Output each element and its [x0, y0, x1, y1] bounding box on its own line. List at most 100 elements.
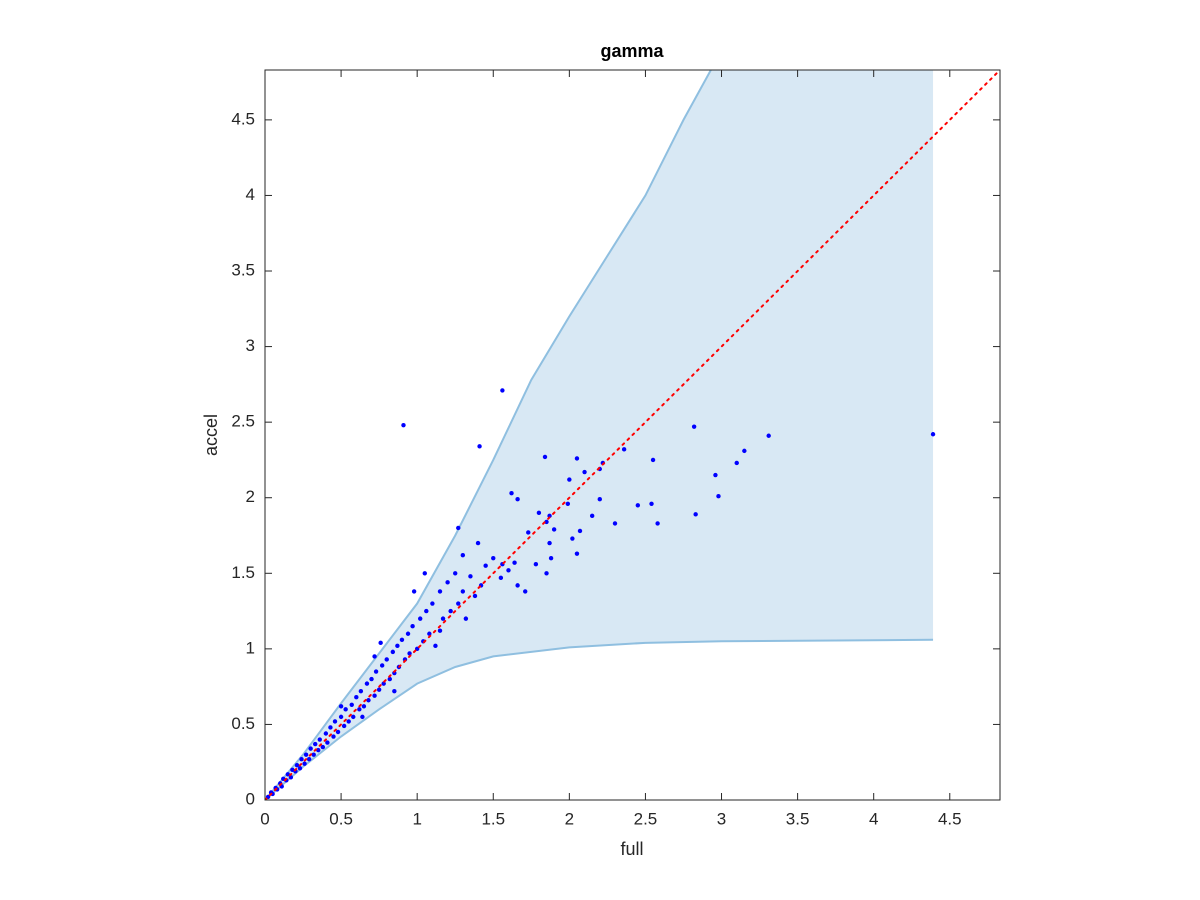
point	[734, 460, 739, 466]
point	[440, 616, 446, 621]
lower-bound-line	[265, 638, 934, 800]
y-tick-label: 3	[246, 336, 255, 355]
axes-box	[264, 69, 1001, 801]
point	[387, 676, 392, 682]
point	[472, 593, 478, 599]
point	[299, 756, 304, 762]
point	[338, 714, 344, 720]
y-tick-label: 0.5	[231, 714, 255, 733]
point	[328, 725, 333, 730]
point	[766, 433, 771, 438]
point	[410, 623, 415, 629]
point	[379, 663, 385, 668]
point	[582, 469, 587, 475]
point	[650, 457, 656, 463]
point	[316, 747, 321, 753]
point	[354, 695, 359, 700]
point	[448, 608, 453, 614]
x-tick-label: 2.5	[634, 809, 658, 828]
point	[323, 731, 329, 736]
point	[693, 512, 698, 517]
point	[589, 513, 595, 519]
point	[433, 643, 438, 649]
x-tick-label: 3.5	[786, 809, 810, 828]
point	[515, 583, 520, 588]
point	[407, 651, 412, 656]
point	[335, 729, 341, 735]
point	[313, 741, 318, 747]
point	[621, 447, 627, 452]
x-tick-label: 0	[260, 809, 269, 828]
x-axis-label: full	[620, 839, 643, 859]
x-tick-label: 3	[717, 809, 726, 828]
point	[320, 744, 326, 750]
point	[297, 766, 303, 771]
point	[361, 704, 367, 709]
point	[430, 601, 435, 606]
reference-line	[265, 70, 1000, 800]
point	[317, 737, 322, 742]
point	[325, 740, 330, 745]
x-tick-label: 1	[412, 809, 421, 828]
point	[691, 424, 697, 429]
point	[338, 704, 344, 709]
point	[392, 688, 397, 694]
point	[491, 555, 496, 561]
y-axis-label: accel	[201, 414, 221, 456]
point	[548, 555, 554, 561]
point	[390, 649, 396, 655]
point	[468, 574, 473, 579]
point	[509, 490, 514, 496]
confidence-band	[265, 70, 934, 800]
point	[567, 477, 572, 482]
point	[551, 527, 557, 532]
point	[445, 580, 450, 585]
point	[544, 571, 549, 576]
point	[378, 640, 383, 646]
point	[331, 734, 336, 739]
point	[294, 763, 300, 768]
point	[369, 676, 374, 682]
point	[577, 528, 583, 534]
x-tick-label: 1.5	[481, 809, 505, 828]
point	[930, 432, 936, 437]
point	[308, 746, 313, 751]
point	[405, 631, 411, 636]
chart-title: gamma	[600, 41, 664, 61]
x-tick-label: 4	[869, 809, 878, 828]
point	[351, 714, 356, 720]
point	[303, 752, 309, 757]
point	[381, 681, 386, 686]
point	[341, 723, 347, 729]
point	[498, 575, 504, 581]
point	[526, 530, 531, 535]
point	[500, 388, 505, 393]
point	[483, 563, 488, 568]
point	[437, 628, 443, 633]
point	[460, 552, 466, 558]
point	[742, 448, 747, 454]
point	[311, 752, 316, 757]
x-tick-label: 2	[565, 809, 574, 828]
point	[649, 501, 654, 506]
point	[460, 589, 466, 594]
point	[477, 444, 482, 449]
point	[360, 714, 365, 720]
point	[547, 540, 552, 546]
point	[372, 693, 377, 698]
point	[373, 669, 379, 674]
point	[597, 497, 602, 502]
y-tick-label: 1.5	[231, 563, 255, 582]
y-tick-label: 2.5	[231, 412, 255, 431]
point	[372, 654, 377, 659]
point	[424, 608, 429, 614]
point	[655, 521, 660, 526]
point	[364, 681, 370, 686]
point	[533, 562, 539, 567]
y-tick-label: 4	[246, 185, 255, 204]
point	[401, 422, 406, 428]
point	[366, 698, 371, 703]
point	[384, 657, 389, 662]
